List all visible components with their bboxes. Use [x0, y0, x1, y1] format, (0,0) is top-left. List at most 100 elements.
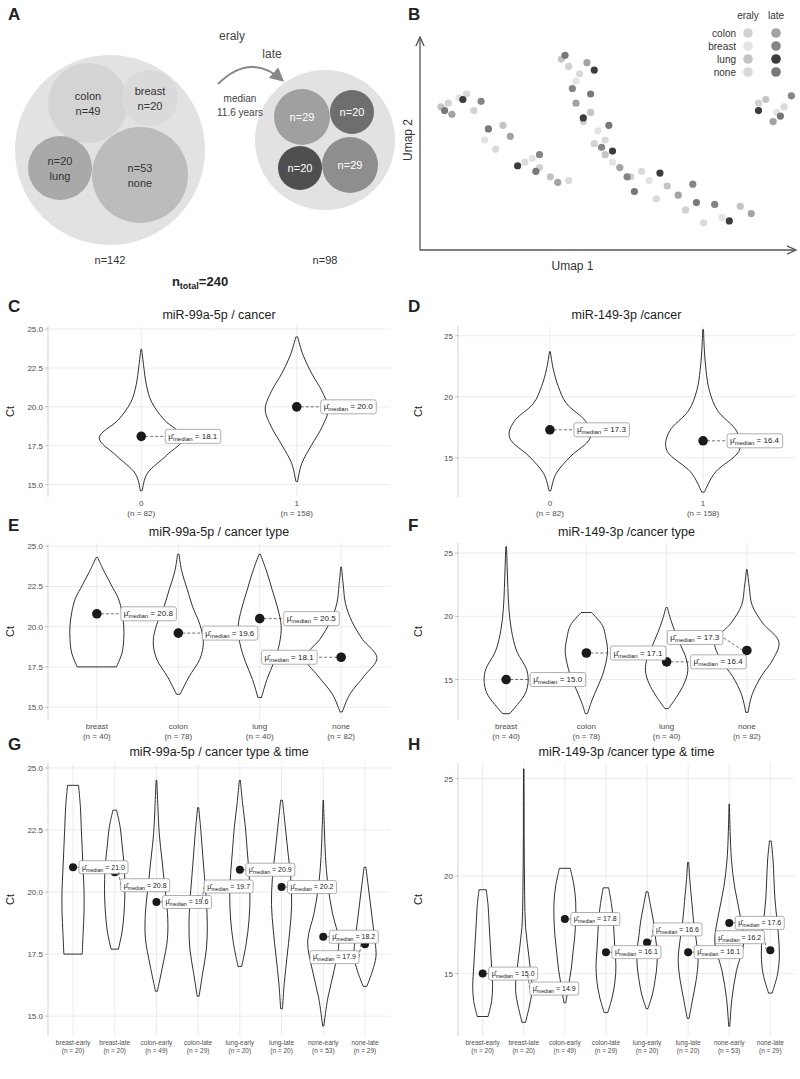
label-sub: median [291, 618, 311, 624]
x-tick-label: colon-early [141, 1039, 174, 1047]
label-connector [590, 652, 610, 653]
median-point [255, 614, 265, 624]
x-n-label: (n = 20) [270, 1047, 293, 1055]
x-grid [239, 763, 240, 1036]
panel-violin: EmiR-99a-5p / cancer type15.017.520.022.… [4, 516, 390, 741]
median-point [292, 402, 302, 412]
median-point [501, 675, 511, 685]
n-total-rest: =240 [199, 274, 228, 289]
y-axis-label: Ct [412, 894, 424, 905]
violin [484, 547, 528, 714]
label-sub: median [578, 918, 595, 924]
y-tick [45, 406, 48, 407]
n-total-base: n [172, 274, 180, 289]
point [554, 179, 561, 186]
time-label: eraly [219, 29, 245, 43]
label-value: = 19.6 [230, 629, 255, 638]
panel-violin: FmiR-149-3p /cancer type152025Ctbreast(n… [408, 516, 795, 741]
y-tick [455, 876, 458, 877]
point [521, 158, 528, 165]
median-label-text: μ̂median = 17.6 [738, 919, 781, 928]
legend-label: lung [717, 54, 736, 65]
point [656, 170, 663, 177]
label-connector [182, 633, 202, 634]
label-value: = 20.2 [312, 883, 334, 890]
median-label: μ̂median = 16.6 [653, 923, 702, 936]
y-grid [48, 1016, 390, 1017]
y-grid [48, 367, 390, 368]
y-tick [45, 367, 48, 368]
y-grid [458, 457, 795, 458]
label-box [612, 946, 661, 959]
panel-letter: G [8, 735, 21, 754]
median-point [152, 898, 160, 906]
label-connector [145, 436, 165, 437]
x-grid [506, 543, 507, 720]
x-n-label: (n = 158) [281, 509, 314, 518]
label-connector [510, 679, 530, 680]
x-tick-label: breast-late [508, 1039, 539, 1046]
median-label-text: μ̂median = 20.0 [324, 402, 374, 412]
label-box [667, 630, 723, 644]
x-tick-label: none-early [308, 1039, 339, 1047]
x-grid [666, 543, 667, 720]
violins [473, 769, 780, 1026]
median-labels: μ̂median = 15.0μ̂median = 17.1μ̂median =… [510, 630, 746, 686]
legend-label: breast [708, 41, 736, 52]
label-sub: median [328, 406, 348, 412]
median-labels: μ̂median = 20.8μ̂median = 19.6μ̂median =… [101, 607, 339, 664]
group-n: n=20 [288, 162, 313, 174]
y-axis-line [458, 543, 459, 720]
median-label-text: μ̂median = 19.7 [207, 883, 250, 892]
point [726, 217, 733, 224]
y-tick [45, 1016, 48, 1017]
panel-letter: F [408, 516, 418, 535]
x-n-label: (n = 82) [327, 732, 355, 741]
median-label: μ̂median = 15.0 [530, 673, 586, 687]
label-value: = 16.4 [718, 657, 743, 666]
x-n-label: (n = 40) [653, 732, 681, 741]
figure: Acolonn=49breastn=20lungn=20nonen=53n=29… [0, 0, 800, 1079]
point [536, 151, 543, 158]
label-sub: median [253, 869, 270, 875]
point [616, 164, 623, 171]
label-value: = 15.0 [513, 970, 535, 977]
y-tick-label: 20 [444, 393, 453, 402]
label-sub: median [618, 653, 638, 659]
y-axis-line [458, 326, 459, 497]
median-label-text: μ̂median = 16.6 [656, 926, 699, 935]
median-point [545, 425, 555, 435]
label-sub: median [128, 885, 145, 891]
y-tick [45, 586, 48, 587]
label-box [489, 967, 538, 980]
y-tick [455, 335, 458, 336]
label-value: = 20.0 [348, 402, 373, 411]
group-n: n=29 [290, 111, 315, 123]
label-sub: median [269, 657, 289, 663]
point [624, 173, 631, 180]
label-value: = 17.9 [334, 953, 356, 960]
median-label: μ̂median = 20.8 [121, 879, 170, 892]
median-label-text: μ̂median = 19.6 [205, 629, 255, 639]
y-tick-label: 20 [444, 612, 453, 621]
point [689, 181, 696, 188]
label-box [121, 607, 177, 621]
arrow-label: median [224, 93, 257, 104]
median-label: μ̂median = 21.0 [79, 861, 128, 874]
label-connector [554, 429, 574, 430]
point [755, 100, 762, 107]
median-label-text: μ̂median = 16.4 [694, 657, 744, 667]
n-total: ntotal=240 [172, 274, 228, 291]
violins [99, 337, 328, 491]
label-box [694, 946, 743, 959]
violin [145, 780, 168, 991]
y-tick [45, 445, 48, 446]
label-connector [264, 618, 284, 619]
label-value: = 16.1 [718, 948, 740, 955]
label-value: = 16.6 [677, 926, 699, 933]
x-tick-label: lung-early [633, 1039, 662, 1047]
violins [484, 547, 779, 714]
point [470, 107, 477, 114]
x-grid [482, 763, 483, 1036]
x-grid [770, 763, 771, 1036]
